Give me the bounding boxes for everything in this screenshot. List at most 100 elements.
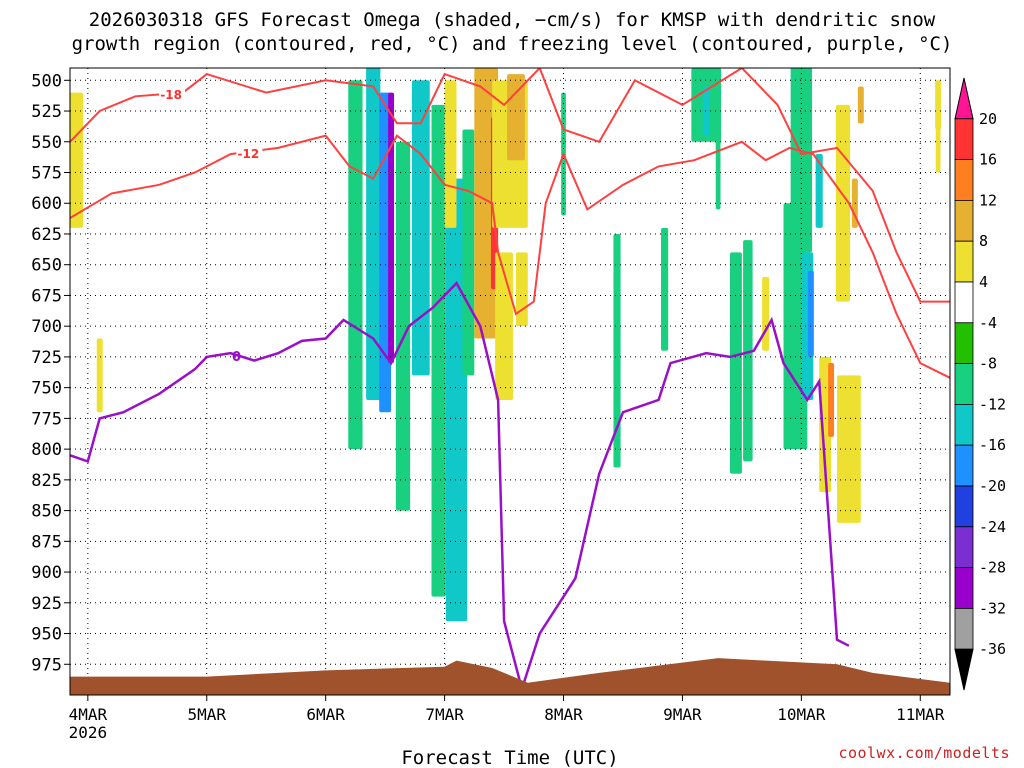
omega-cell bbox=[411, 80, 430, 376]
y-tick-label: 975 bbox=[31, 655, 62, 675]
dgz-contour-line bbox=[70, 68, 950, 303]
freezing-level-line bbox=[70, 281, 850, 694]
omega-cell bbox=[715, 98, 721, 210]
plot-frame bbox=[69, 67, 951, 696]
chart-title: 2026030318 GFS Forecast Omega (shaded, −… bbox=[0, 8, 1024, 56]
y-tick-label: 725 bbox=[31, 348, 62, 368]
y-tick-label: 575 bbox=[31, 164, 62, 184]
colorbar-swatch bbox=[954, 77, 974, 120]
colorbar-label: 12 bbox=[979, 191, 997, 209]
omega-cell bbox=[935, 98, 941, 173]
colorbar-label: -32 bbox=[979, 599, 1006, 617]
x-tick-label: 9MAR bbox=[663, 705, 702, 724]
colorbar-swatch bbox=[954, 444, 974, 487]
colorbar-label: -24 bbox=[979, 518, 1006, 536]
y-tick-label: 875 bbox=[31, 532, 62, 552]
contours: -18 -12 0 bbox=[70, 68, 950, 694]
omega-cell bbox=[857, 86, 864, 124]
colorbar-label: -12 bbox=[979, 395, 1006, 413]
colorbar-swatch bbox=[954, 648, 974, 691]
colorbar-label: -28 bbox=[979, 559, 1006, 577]
x-tick-label: 4MAR bbox=[69, 705, 108, 724]
colorbar-label: -8 bbox=[979, 355, 997, 373]
y-tick-label: 850 bbox=[31, 502, 62, 522]
colorbar-swatch bbox=[954, 118, 974, 161]
y-tick-label: 500 bbox=[31, 71, 62, 91]
omega-cell bbox=[507, 74, 525, 161]
y-tick-label: 950 bbox=[31, 625, 62, 645]
x-tick-year: 2026 bbox=[69, 723, 108, 742]
y-tick-label: 825 bbox=[31, 471, 62, 491]
colorbar-label: -36 bbox=[979, 640, 1006, 658]
colorbar-swatch bbox=[954, 199, 974, 242]
colorbar: 20 16 12 8 4 -4 -8 -12 -16 -20 -24 -28 -32 -36 bbox=[954, 77, 1006, 691]
colorbar-label: 4 bbox=[979, 273, 988, 291]
y-tick-label: 650 bbox=[31, 256, 62, 276]
omega-cell bbox=[515, 252, 528, 327]
omega-cell bbox=[96, 338, 103, 413]
omega-cell bbox=[366, 68, 381, 400]
colorbar-swatch bbox=[954, 403, 974, 446]
omega-cell bbox=[851, 178, 858, 228]
y-tick-label: 700 bbox=[31, 317, 62, 337]
omega-shading bbox=[70, 68, 942, 622]
y-tick-label: 625 bbox=[31, 225, 62, 245]
colorbar-label: -20 bbox=[979, 477, 1006, 495]
omega-cell bbox=[730, 252, 742, 474]
omega-cell bbox=[790, 68, 813, 253]
terrain-fill bbox=[70, 658, 950, 695]
x-tick-label: 11MAR bbox=[896, 705, 945, 724]
colorbar-swatch bbox=[954, 526, 974, 568]
colorbar-swatch bbox=[954, 608, 974, 650]
omega-cell bbox=[828, 363, 835, 437]
colorbar-swatch bbox=[954, 567, 974, 609]
y-tick-label: 800 bbox=[31, 440, 62, 460]
colorbar-swatch bbox=[954, 485, 974, 528]
dgz-contour-line bbox=[70, 134, 950, 379]
y-tick-label: 925 bbox=[31, 594, 62, 614]
colorbar-label: -4 bbox=[979, 314, 997, 332]
y-tick-label: 600 bbox=[31, 194, 62, 214]
colorbar-label: 8 bbox=[979, 232, 988, 250]
x-axis-label: Forecast Time (UTC) bbox=[401, 747, 618, 768]
omega-cell bbox=[807, 270, 814, 357]
contour-label: -12 bbox=[238, 147, 260, 161]
x-tick-label: 7MAR bbox=[425, 705, 464, 724]
y-tick-label: 900 bbox=[31, 563, 62, 583]
omega-cell bbox=[613, 233, 621, 468]
title-line-1: 2026030318 GFS Forecast Omega (shaded, −… bbox=[88, 9, 936, 31]
omega-cell bbox=[837, 375, 861, 523]
omega-cell bbox=[661, 227, 669, 351]
x-axis: 4MAR 5MAR 6MAR 7MAR 8MAR 9MAR 10MAR 11MAR 2026 bbox=[69, 695, 945, 742]
colorbar-label: 20 bbox=[979, 110, 997, 128]
omega-cell bbox=[388, 92, 395, 364]
omega-cell bbox=[762, 277, 770, 351]
contour-label: -18 bbox=[160, 88, 182, 102]
x-tick-label: 5MAR bbox=[187, 705, 226, 724]
x-tick-label: 6MAR bbox=[306, 705, 345, 724]
omega-cell bbox=[462, 129, 475, 376]
omega-cell bbox=[702, 86, 710, 136]
colorbar-swatch bbox=[954, 281, 974, 324]
omega-cell bbox=[431, 104, 446, 597]
gridlines bbox=[70, 68, 950, 695]
colorbar-swatch bbox=[954, 159, 974, 201]
terrain bbox=[70, 658, 950, 695]
y-tick-label: 525 bbox=[31, 102, 62, 122]
colorbar-swatch bbox=[954, 322, 974, 364]
x-tick-label: 10MAR bbox=[777, 705, 826, 724]
contour-label: 0 bbox=[232, 350, 241, 365]
omega-cell bbox=[444, 80, 457, 228]
omega-cell bbox=[395, 141, 411, 511]
y-axis: 500 525 550 575 600 625 650 675 700 725 750 775 800 8… bbox=[31, 71, 70, 675]
x-tick-label: 8MAR bbox=[544, 705, 583, 724]
y-tick-label: 775 bbox=[31, 409, 62, 429]
omega-cell bbox=[835, 104, 851, 302]
colorbar-swatch bbox=[954, 363, 974, 405]
y-tick-label: 550 bbox=[31, 133, 62, 153]
colorbar-label: -16 bbox=[979, 436, 1006, 454]
y-tick-label: 675 bbox=[31, 286, 62, 306]
omega-cell bbox=[70, 92, 84, 228]
title-line-2: growth region (contoured, red, °C) and f… bbox=[71, 33, 953, 55]
